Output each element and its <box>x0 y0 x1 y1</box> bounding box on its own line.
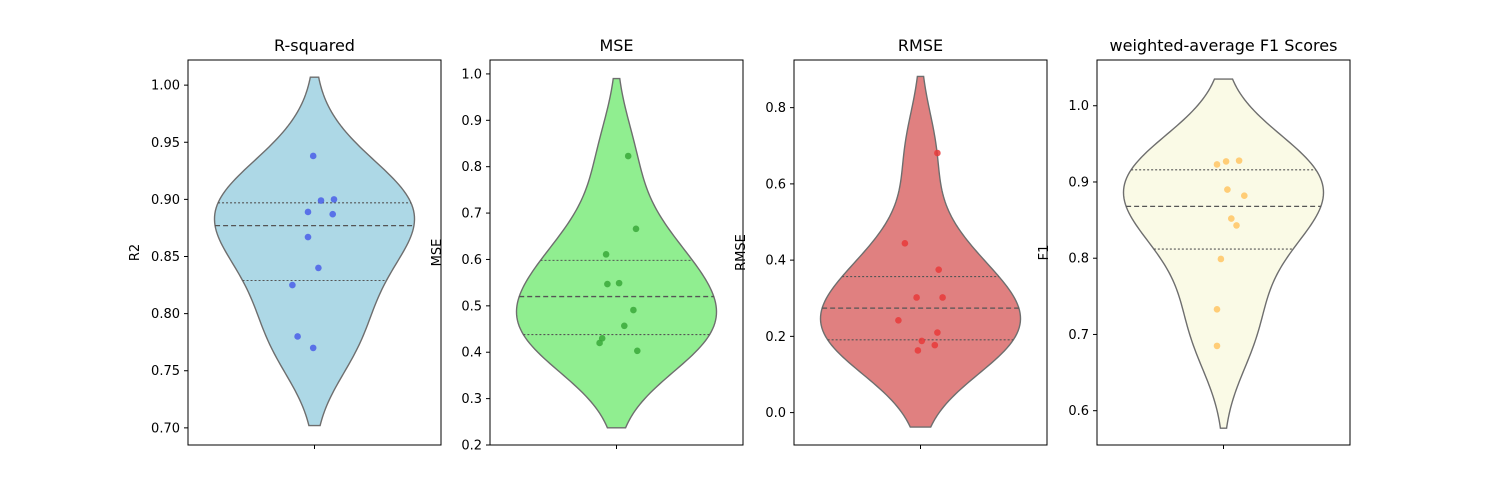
data-point <box>901 240 909 247</box>
data-point <box>329 210 337 218</box>
y-tick-label: 0.90 <box>151 193 180 208</box>
data-point <box>615 279 623 287</box>
data-point <box>1233 222 1240 229</box>
y-tick-label: 0.9 <box>461 114 482 129</box>
y-tick-label: 0.7 <box>1068 328 1089 343</box>
violin-body <box>213 76 416 427</box>
data-point <box>1235 157 1243 164</box>
data-point <box>309 344 317 352</box>
y-tick-label: 0.5 <box>461 299 482 314</box>
violin-body <box>819 75 1022 428</box>
y-tick-label: 0.2 <box>461 439 482 454</box>
y-axis-label: R2 <box>128 244 143 261</box>
y-tick-label: 0.70 <box>151 421 180 436</box>
data-point <box>1241 192 1248 200</box>
data-point <box>1213 305 1221 313</box>
y-tick-label: 0.2 <box>765 330 786 345</box>
y-tick-label: 1.0 <box>461 67 482 82</box>
y-tick-label: 0.95 <box>151 136 180 151</box>
data-point <box>289 281 296 289</box>
data-point <box>602 251 610 258</box>
data-point <box>934 149 941 157</box>
y-tick-label: 0.0 <box>765 406 786 421</box>
y-tick-label: 0.8 <box>765 101 786 116</box>
y-tick-label: 0.6 <box>765 177 786 192</box>
y-tick-label: 0.6 <box>461 253 482 268</box>
data-point <box>935 266 942 273</box>
data-point <box>304 233 312 241</box>
data-point <box>1213 342 1221 350</box>
y-tick-label: 0.3 <box>461 392 482 407</box>
subplot-1: 0.70 0.75 0.80 0.85 0.90 0.95 1.00 R-squared R2 <box>128 36 442 449</box>
data-point <box>895 317 902 324</box>
subplot-title: weighted-average F1 Scores <box>1110 36 1338 55</box>
y-tick-label: 0.85 <box>151 250 180 265</box>
data-point <box>315 264 322 272</box>
data-point <box>304 208 312 216</box>
violin-body <box>515 77 718 429</box>
y-tick-label: 1.0 <box>1068 99 1089 114</box>
data-point <box>914 347 922 354</box>
y-tick-label: 0.7 <box>461 207 482 222</box>
data-point <box>604 280 611 288</box>
y-tick-label: 0.4 <box>461 346 482 361</box>
y-tick-label: 0.75 <box>151 364 180 379</box>
y-tick-label: 0.8 <box>1068 252 1089 267</box>
data-point <box>624 152 632 160</box>
data-point <box>634 347 641 355</box>
subplot-4: 0.6 0.7 0.8 0.9 1.0 weighted-average F1 Score… <box>1037 36 1351 449</box>
data-point <box>1228 215 1235 222</box>
data-point <box>621 322 628 330</box>
y-tick-label: 0.4 <box>765 254 786 269</box>
data-point <box>632 225 640 233</box>
subplot-title: RMSE <box>898 36 943 55</box>
data-point <box>918 337 926 345</box>
data-point <box>1217 255 1225 263</box>
data-point <box>294 333 301 340</box>
y-tick-label: 0.6 <box>1068 404 1089 419</box>
data-point <box>1224 186 1231 193</box>
data-point <box>1213 161 1221 168</box>
y-tick-label: 0.80 <box>151 307 180 322</box>
subplot-title: R-squared <box>274 36 355 55</box>
y-axis-label: F1 <box>1037 245 1052 261</box>
data-point <box>913 294 920 301</box>
subplot-3: 0.0 0.2 0.4 0.6 0.8 RMSE RMSE <box>734 36 1048 449</box>
y-axis-label: MSE <box>430 239 445 267</box>
subplot-title: MSE <box>599 36 633 55</box>
data-point <box>330 196 338 203</box>
data-point <box>931 341 939 349</box>
violin-body <box>1122 78 1325 429</box>
y-tick-label: 0.9 <box>1068 175 1089 190</box>
y-tick-label: 0.8 <box>461 160 482 175</box>
data-point <box>317 197 325 204</box>
data-point <box>596 339 603 347</box>
y-axis-label: RMSE <box>734 234 749 271</box>
data-point <box>939 294 946 301</box>
data-point <box>1222 158 1230 165</box>
subplot-2: 0.2 0.3 0.4 0.5 0.6 0.7 0.8 0.9 1.0 MSE MSE <box>430 36 744 454</box>
data-point <box>309 152 317 160</box>
y-tick-label: 1.00 <box>151 79 180 94</box>
data-point <box>630 306 637 314</box>
data-point <box>934 329 941 336</box>
